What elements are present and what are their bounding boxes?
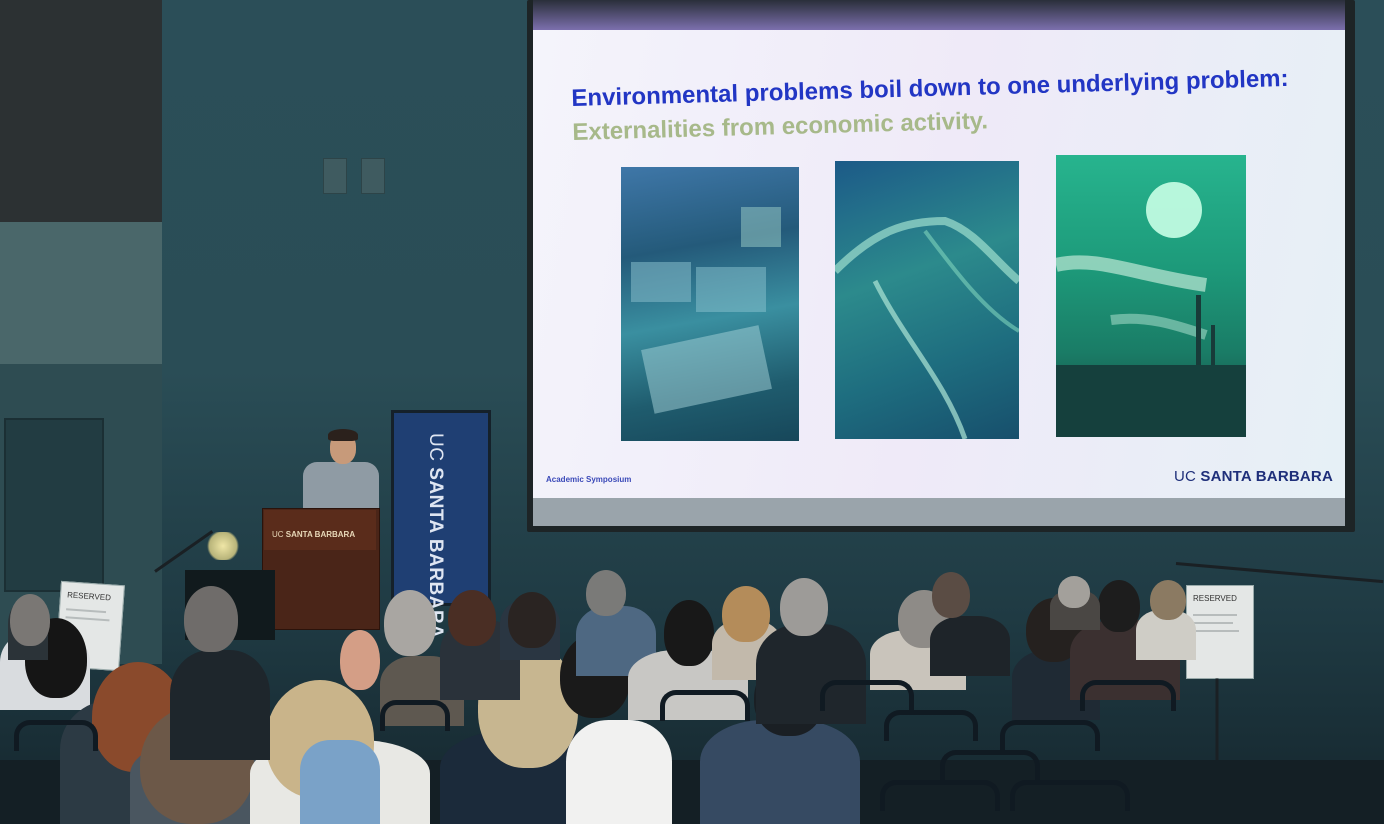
audience-member (756, 624, 866, 724)
university-banner: UC SANTA BARBARA (391, 410, 491, 638)
audience-member (700, 720, 860, 824)
slide-title-accent: Externalities from economic activity. (572, 107, 989, 146)
banner-logo-bold: SANTA BARBARA (425, 467, 446, 639)
slide-title: Environmental problems boil down to one … (571, 62, 1293, 150)
left-wall-upper (0, 0, 162, 222)
side-door (4, 418, 104, 592)
podium-logo-light: UC (272, 530, 286, 539)
audience-chair (1080, 680, 1176, 711)
fish-market-photo (621, 167, 799, 441)
speaker-hair (328, 429, 358, 441)
reserved-sign-right: RESERVED (1186, 585, 1254, 679)
audience-chair (1000, 720, 1100, 751)
river-graphic (835, 216, 1019, 439)
audience-chair (884, 710, 978, 741)
audience-head (664, 600, 714, 666)
podium-logo: UC SANTA BARBARA (272, 530, 355, 539)
slide-university-logo: UC SANTA BARBARA (1174, 468, 1333, 485)
left-wall-band (0, 222, 162, 364)
audience-member (170, 650, 270, 760)
audience-head (384, 590, 436, 656)
podium-logo-bold: SANTA BARBARA (285, 530, 356, 539)
reserved-sign-right-title: RESERVED (1193, 594, 1237, 603)
slide-title-main: Environmental problems boil down to one … (571, 64, 1289, 112)
sign-text-line (1193, 614, 1237, 616)
sign-text-line (1193, 622, 1233, 624)
screen-bottom-border (533, 498, 1345, 526)
flower-arrangement (205, 532, 241, 560)
audience-chair (940, 750, 1040, 781)
fish-crates-graphic (631, 207, 781, 414)
audience-head (184, 586, 238, 652)
audience-member (930, 616, 1010, 676)
audience-chair (660, 690, 750, 721)
audience-head (10, 594, 50, 646)
raised-hand (340, 630, 380, 690)
slide-logo-light: UC (1173, 468, 1201, 485)
audience-member (566, 720, 672, 824)
sign-text-line (1193, 630, 1239, 632)
audience-head (448, 590, 496, 646)
slide-logo-bold: SANTA BARBARA (1200, 468, 1333, 485)
podium-top (264, 510, 376, 550)
audience-head (1150, 580, 1186, 620)
audience-chair (820, 680, 914, 711)
audience-chair (880, 780, 1000, 811)
raised-arm (300, 740, 380, 824)
audience-chair (14, 720, 98, 751)
audience-chair (380, 700, 450, 731)
audience-head (1098, 580, 1140, 632)
audience-head (586, 570, 626, 616)
slide-footer-text: Academic Symposium (546, 475, 632, 484)
audience-head (508, 592, 556, 648)
banner-logo-light: UC (425, 433, 446, 468)
wall-vent (361, 158, 385, 194)
audience-head (1058, 576, 1090, 608)
audience-head (722, 586, 770, 642)
audience-head (780, 578, 828, 636)
aerial-deforestation-photo (835, 161, 1019, 439)
presentation-slide: Environmental problems boil down to one … (533, 30, 1345, 498)
audience-chair (1010, 780, 1130, 811)
audience-head (932, 572, 970, 618)
smokestack-pollution-photo (1056, 155, 1246, 437)
wall-vent (323, 158, 347, 194)
audience (0, 560, 1384, 824)
smokestack-graphic (1056, 182, 1246, 437)
banner-logo: UC SANTA BARBARA (424, 433, 446, 638)
